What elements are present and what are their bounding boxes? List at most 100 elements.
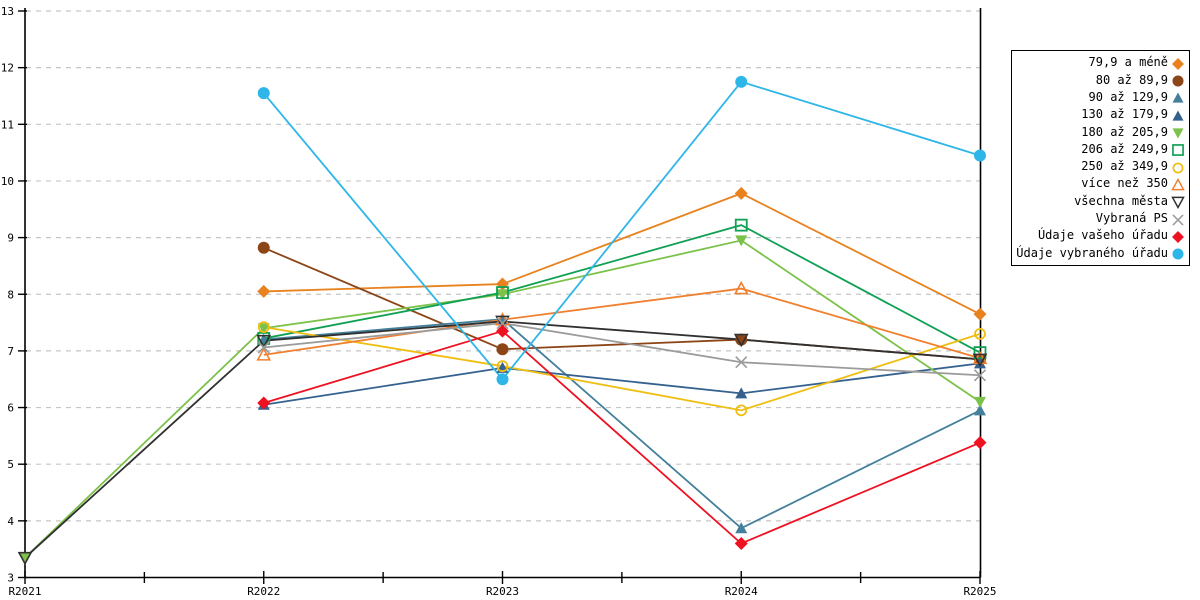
data-point-marker bbox=[257, 87, 270, 100]
data-point-marker bbox=[496, 373, 509, 386]
data-point-marker bbox=[1171, 196, 1185, 210]
series-line-6 bbox=[263, 326, 981, 412]
data-point-marker bbox=[973, 346, 987, 359]
legend-item-label: všechna města bbox=[1074, 193, 1168, 208]
legend-item: Údaje vašeho úřadu bbox=[1014, 227, 1185, 244]
x-tick-label: R2022 bbox=[247, 585, 280, 598]
triangle-up-open-legend-icon bbox=[1171, 177, 1185, 191]
axes: 3 4 5 6 7 8 9 10 11 12 13 R2021 R2022 R2023 R2024 R2025 bbox=[1, 5, 997, 598]
data-point-marker bbox=[735, 404, 748, 417]
data-point-marker bbox=[1171, 177, 1185, 191]
data-point-marker bbox=[257, 341, 270, 354]
circle-open-legend-icon bbox=[1171, 160, 1185, 174]
data-point-marker bbox=[1172, 214, 1184, 226]
y-tick-label: 6 bbox=[7, 402, 14, 415]
y-tick-label: 3 bbox=[7, 572, 14, 585]
data-point-marker bbox=[1172, 144, 1184, 157]
legend-item-label: 250 až 349,9 bbox=[1081, 159, 1168, 174]
y-tick-label: 10 bbox=[1, 175, 14, 188]
data-point-marker bbox=[974, 404, 986, 416]
legend-item-label: 130 až 179,9 bbox=[1081, 107, 1168, 122]
data-point-marker bbox=[1172, 162, 1184, 174]
data-point-marker bbox=[733, 333, 749, 348]
data-point-marker bbox=[973, 307, 987, 321]
data-point-marker bbox=[972, 353, 988, 368]
legend-item-label: 206 až 249,9 bbox=[1081, 141, 1168, 156]
data-point-marker bbox=[735, 75, 748, 88]
data-point-marker bbox=[974, 328, 986, 340]
legend-item: 80 až 89,9 bbox=[1014, 71, 1185, 88]
y-tick-label: 11 bbox=[1, 118, 14, 131]
data-point-marker bbox=[735, 235, 748, 247]
legend-item: 90 až 129,9 bbox=[1014, 89, 1185, 106]
legend-item: více než 350 bbox=[1014, 175, 1185, 192]
y-tick-label: 8 bbox=[7, 288, 14, 301]
series-line-0 bbox=[263, 192, 981, 315]
triangle-up-legend-icon bbox=[1171, 90, 1185, 104]
legend-item-label: 79,9 a méně bbox=[1088, 55, 1168, 70]
data-point-marker bbox=[974, 396, 986, 408]
data-point-marker bbox=[735, 356, 748, 369]
x-tick-label: R2025 bbox=[963, 585, 996, 598]
circle-legend-icon bbox=[1171, 246, 1185, 260]
diamond-legend-icon bbox=[1171, 229, 1185, 243]
y-tick-label: 9 bbox=[7, 232, 14, 245]
y-tick-label: 7 bbox=[7, 345, 14, 358]
data-point-marker bbox=[17, 551, 33, 566]
data-point-marker bbox=[1172, 230, 1184, 243]
legend-item: Vybraná PS bbox=[1014, 210, 1185, 227]
legend-item-label: Údaje vašeho úřadu bbox=[1037, 228, 1168, 243]
data-point-marker bbox=[257, 321, 270, 334]
circle-legend-icon bbox=[1171, 73, 1185, 87]
series-line-2 bbox=[263, 318, 981, 530]
data-point-marker bbox=[496, 289, 509, 301]
data-point-marker bbox=[733, 280, 749, 295]
diamond-legend-icon bbox=[1171, 56, 1185, 70]
gridlines bbox=[26, 10, 981, 522]
x-tick-label: R2021 bbox=[8, 585, 41, 598]
data-point-marker bbox=[257, 241, 270, 254]
legend-item: 250 až 349,9 bbox=[1014, 158, 1185, 175]
data-point-marker bbox=[974, 149, 986, 162]
data-point-marker bbox=[496, 317, 509, 330]
data-point-marker bbox=[973, 436, 987, 450]
series-line-9 bbox=[263, 322, 981, 377]
data-point-marker bbox=[1172, 248, 1184, 260]
y-tick-label: 4 bbox=[7, 515, 14, 528]
legend-item-label: Vybraná PS bbox=[1095, 211, 1168, 226]
data-point-marker bbox=[735, 522, 748, 534]
x-tick-label: R2024 bbox=[725, 585, 758, 598]
series-line-5 bbox=[263, 224, 981, 354]
legend-item-label: 90 až 129,9 bbox=[1088, 89, 1168, 104]
data-point-marker bbox=[734, 186, 748, 200]
data-point-marker bbox=[1172, 110, 1184, 121]
legend-item: Údaje vybraného úřadu bbox=[1014, 245, 1185, 262]
legend-item: 206 až 249,9 bbox=[1014, 141, 1185, 158]
y-tick-label: 12 bbox=[1, 62, 14, 75]
series-line-3 bbox=[263, 362, 981, 406]
data-point-marker bbox=[495, 315, 510, 330]
data-point-marker bbox=[496, 324, 509, 338]
data-point-marker bbox=[1172, 75, 1184, 87]
square-open-legend-icon bbox=[1171, 142, 1185, 157]
data-point-marker bbox=[734, 537, 748, 551]
data-point-marker bbox=[496, 286, 509, 299]
triangle-down-legend-icon bbox=[1171, 125, 1185, 139]
data-point-marker bbox=[1172, 128, 1184, 139]
series-line-7 bbox=[263, 287, 981, 360]
legend-item-label: 180 až 205,9 bbox=[1081, 124, 1168, 139]
data-point-marker bbox=[734, 218, 748, 232]
data-point-marker bbox=[1172, 92, 1184, 103]
triangle-down-open-legend-icon bbox=[1171, 194, 1185, 210]
data-point-marker bbox=[972, 350, 988, 365]
series-line-8 bbox=[24, 320, 981, 559]
data-point-marker bbox=[496, 360, 509, 373]
x-legend-icon bbox=[1171, 212, 1185, 226]
data-point-marker bbox=[256, 334, 272, 349]
data-point-marker bbox=[496, 343, 509, 356]
data-point-marker bbox=[496, 277, 509, 291]
data-point-marker bbox=[1172, 57, 1184, 70]
legend-item: 130 až 179,9 bbox=[1014, 106, 1185, 123]
